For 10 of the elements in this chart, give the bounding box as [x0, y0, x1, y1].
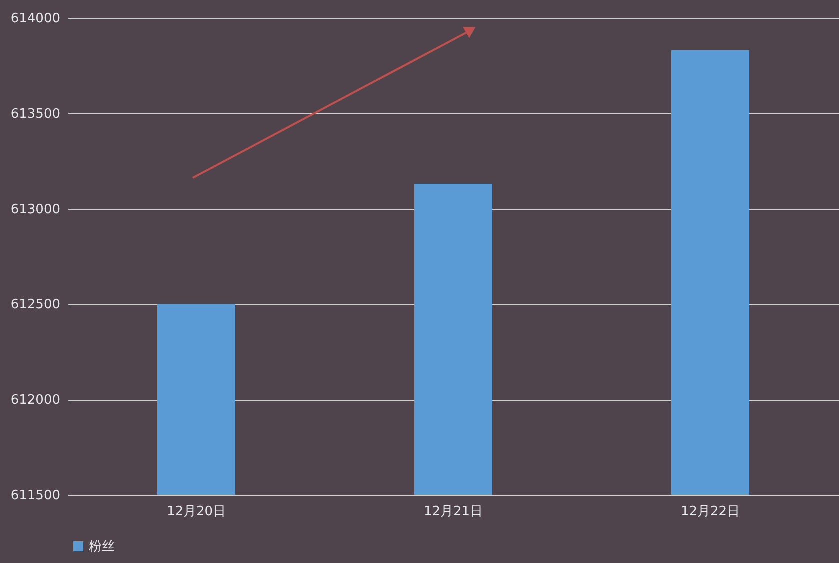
y-tick-label: 611500: [10, 488, 60, 504]
y-tick-label: 613000: [10, 202, 60, 218]
legend-label: 粉丝: [89, 540, 115, 554]
x-tick-label: 12月20日: [166, 504, 226, 520]
y-tick-label: 612000: [10, 393, 60, 408]
x-tick-label: 12月21日: [424, 504, 484, 520]
x-tick-label: 12月22日: [680, 504, 740, 520]
y-tick-label: 614000: [10, 12, 60, 26]
y-tick-label: 613500: [10, 106, 60, 122]
y-tick-label: 612500: [10, 298, 60, 313]
